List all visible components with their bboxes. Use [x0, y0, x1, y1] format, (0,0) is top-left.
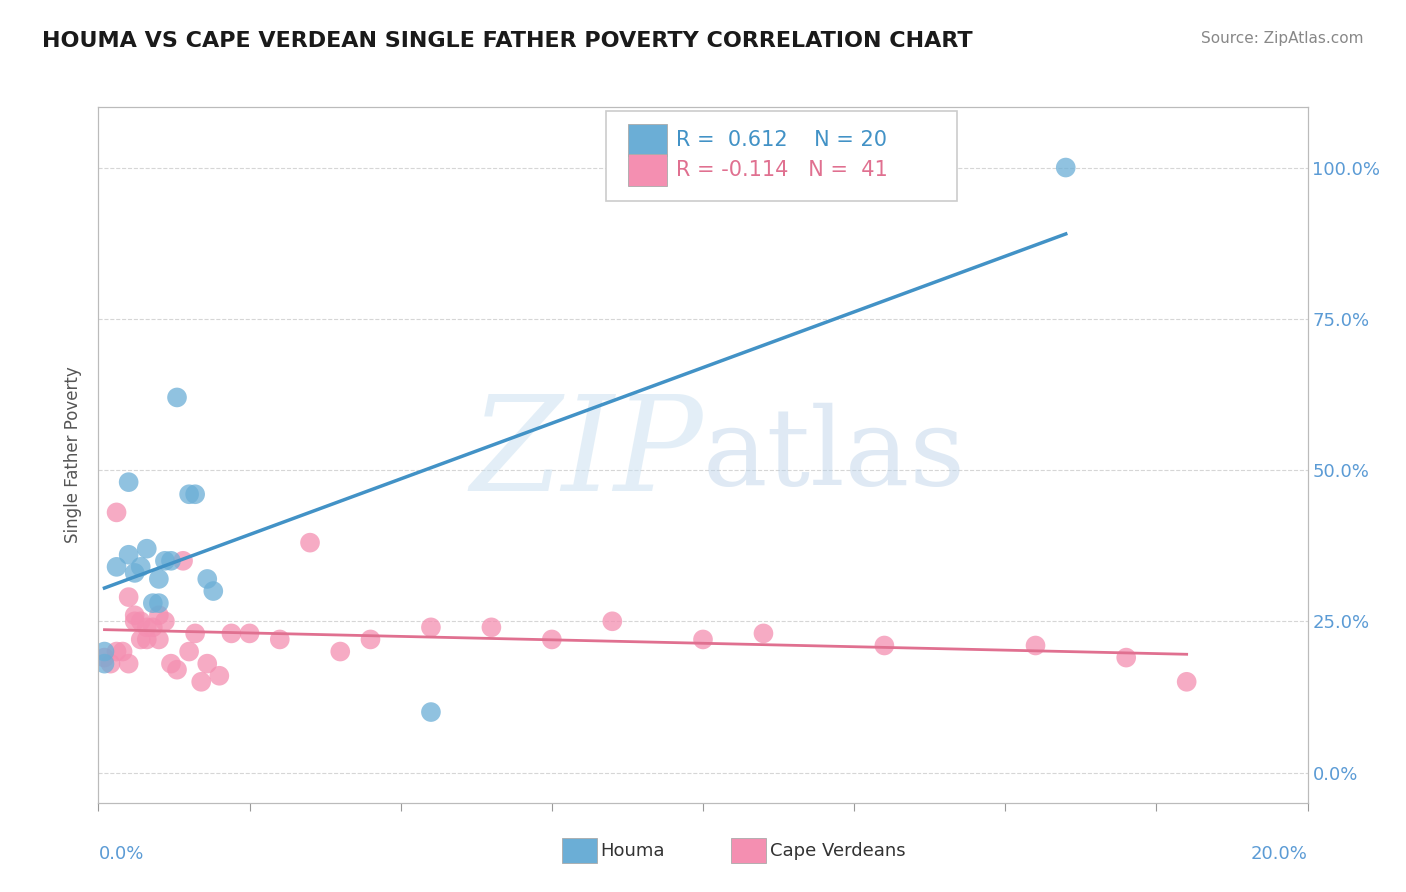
Text: atlas: atlas: [703, 402, 966, 508]
FancyBboxPatch shape: [628, 124, 666, 156]
Point: [269, 632, 291, 647]
Point: [202, 584, 225, 599]
Point: [184, 626, 207, 640]
Point: [420, 620, 443, 634]
Point: [148, 632, 170, 647]
Point: [420, 705, 443, 719]
Point: [602, 615, 624, 629]
Point: [1175, 674, 1198, 689]
Text: Houma: Houma: [600, 842, 665, 860]
Point: [148, 608, 170, 623]
Point: [118, 548, 141, 562]
Point: [118, 590, 141, 604]
Point: [540, 632, 562, 647]
Text: R = -0.114   N =  41: R = -0.114 N = 41: [676, 161, 889, 180]
Point: [135, 620, 157, 634]
Point: [105, 644, 128, 658]
Text: 20.0%: 20.0%: [1251, 845, 1308, 863]
Point: [752, 626, 775, 640]
Point: [195, 572, 218, 586]
Point: [692, 632, 714, 647]
Point: [153, 615, 176, 629]
Point: [481, 620, 503, 634]
Point: [1054, 161, 1077, 175]
Point: [124, 566, 146, 580]
Point: [239, 626, 262, 640]
Y-axis label: Single Father Poverty: Single Father Poverty: [65, 367, 83, 543]
FancyBboxPatch shape: [628, 154, 666, 186]
Text: Cape Verdeans: Cape Verdeans: [769, 842, 905, 860]
Point: [93, 650, 115, 665]
Point: [172, 554, 194, 568]
Point: [105, 559, 128, 574]
Text: ZIP: ZIP: [470, 391, 703, 519]
Point: [208, 669, 231, 683]
Point: [179, 644, 201, 658]
Point: [118, 657, 141, 671]
FancyBboxPatch shape: [606, 111, 957, 201]
Point: [124, 615, 146, 629]
Point: [129, 632, 152, 647]
Point: [93, 644, 115, 658]
Point: [195, 657, 218, 671]
Point: [93, 657, 115, 671]
Point: [100, 657, 122, 671]
Point: [190, 674, 212, 689]
FancyBboxPatch shape: [731, 838, 766, 863]
Point: [873, 639, 896, 653]
Text: R =  0.612    N = 20: R = 0.612 N = 20: [676, 129, 887, 150]
Point: [179, 487, 201, 501]
Text: HOUMA VS CAPE VERDEAN SINGLE FATHER POVERTY CORRELATION CHART: HOUMA VS CAPE VERDEAN SINGLE FATHER POVE…: [42, 31, 973, 51]
Point: [1024, 639, 1046, 653]
Point: [142, 596, 165, 610]
Text: Source: ZipAtlas.com: Source: ZipAtlas.com: [1201, 31, 1364, 46]
Point: [153, 554, 176, 568]
Point: [1115, 650, 1137, 665]
Point: [360, 632, 382, 647]
Point: [148, 572, 170, 586]
Text: 0.0%: 0.0%: [98, 845, 143, 863]
Point: [299, 535, 322, 549]
Point: [124, 608, 146, 623]
Point: [111, 644, 134, 658]
FancyBboxPatch shape: [561, 838, 596, 863]
Point: [135, 632, 157, 647]
Point: [105, 505, 128, 519]
Point: [135, 541, 157, 556]
Point: [329, 644, 352, 658]
Point: [166, 391, 188, 405]
Point: [160, 554, 183, 568]
Point: [142, 620, 165, 634]
Point: [221, 626, 243, 640]
Point: [129, 615, 152, 629]
Point: [129, 559, 152, 574]
Point: [118, 475, 141, 490]
Point: [184, 487, 207, 501]
Point: [166, 663, 188, 677]
Point: [148, 596, 170, 610]
Point: [160, 657, 183, 671]
